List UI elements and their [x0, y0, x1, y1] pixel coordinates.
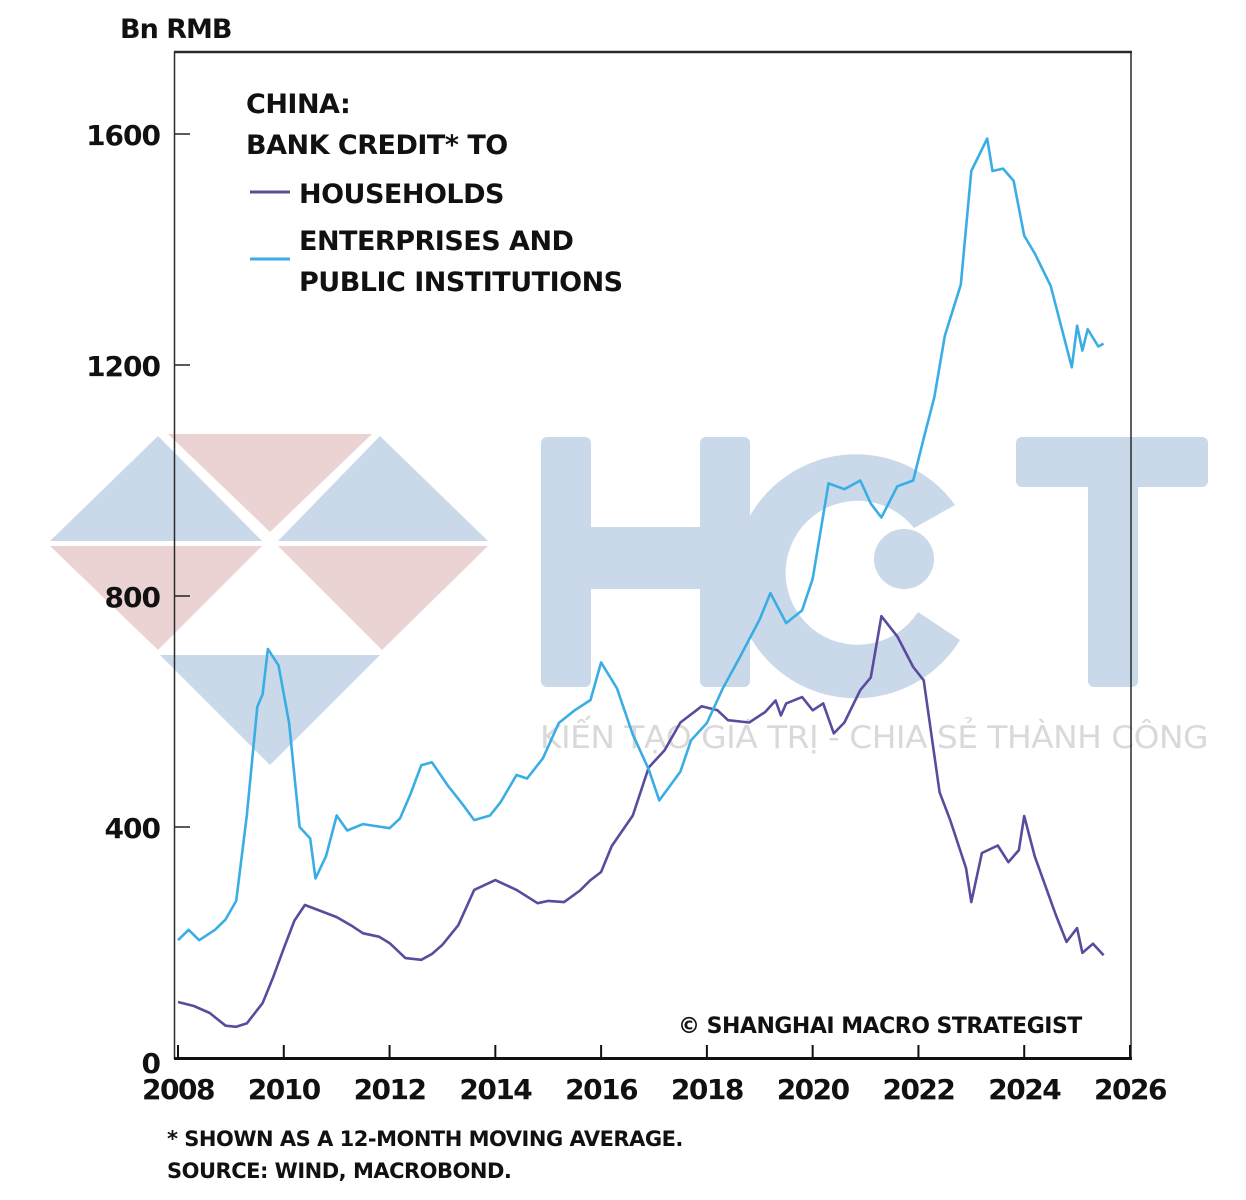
legend-title-line2: BANK CREDIT* TO: [246, 130, 508, 161]
watermark-triangle-blue-left: [50, 436, 262, 541]
x-tick-label: 2022: [882, 1073, 954, 1106]
x-tick-label: 2012: [354, 1073, 426, 1106]
watermark-triangle-blue-bottom: [160, 655, 380, 765]
watermark-triangle-red-top: [168, 434, 372, 532]
x-tick-label: 2024: [988, 1073, 1061, 1106]
watermark-logo: KIẾN TẠO GIÁ TRỊ - CHIA SẺ THÀNH CÔNG: [50, 434, 1209, 765]
x-axis: 2008 2010 2012 2014 2016 2018 2020 2022 2024 2026: [142, 1045, 1167, 1106]
x-tick-label: 2008: [142, 1073, 214, 1106]
watermark-t-stem: [1088, 437, 1138, 687]
watermark-triangle-blue-right: [278, 436, 488, 541]
series-lines: [177, 137, 1105, 1029]
y-tick-label: 1200: [86, 350, 160, 383]
x-tick-label: 2026: [1094, 1073, 1166, 1106]
watermark-h-bar: [590, 527, 702, 589]
watermark-h-left: [541, 437, 591, 687]
y-axis-unit-label: Bn RMB: [120, 14, 231, 45]
footnote: * SHOWN AS A 12-MONTH MOVING AVERAGE.: [167, 1127, 683, 1151]
y-tick-label: 0: [142, 1047, 161, 1080]
x-tick-label: 2014: [459, 1073, 532, 1106]
legend-label-households: HOUSEHOLDS: [299, 179, 504, 210]
copyright-annotation: © SHANGHAI MACRO STRATEGIST: [678, 1014, 1082, 1039]
source-note: SOURCE: WIND, MACROBOND.: [167, 1159, 511, 1183]
x-tick-label: 2016: [565, 1073, 637, 1106]
y-tick-label: 1600: [86, 119, 160, 152]
legend-label-enterprises-line1: ENTERPRISES AND: [299, 226, 573, 257]
legend-title-line1: CHINA:: [246, 89, 350, 120]
watermark-triangle-red-left: [50, 546, 262, 650]
plot-frame: [173, 50, 1132, 1060]
y-tick-label: 400: [105, 812, 161, 845]
legend-label-enterprises-line2: PUBLIC INSTITUTIONS: [299, 267, 623, 298]
watermark-c-dot: [874, 529, 934, 589]
y-tick-label: 800: [105, 581, 161, 614]
legend: CHINA: BANK CREDIT* TO HOUSEHOLDS ENTERP…: [246, 89, 623, 298]
watermark-triangle-red-right: [278, 546, 488, 650]
y-axis: 0 400 800 1200 1600: [86, 119, 190, 1080]
watermark-tagline: KIẾN TẠO GIÁ TRỊ - CHIA SẺ THÀNH CÔNG: [540, 717, 1208, 756]
x-tick-label: 2010: [248, 1073, 321, 1106]
watermark-h-right: [700, 437, 750, 687]
x-tick-label: 2018: [671, 1073, 743, 1106]
x-tick-label: 2020: [777, 1073, 850, 1106]
watermark-c: [733, 454, 960, 699]
